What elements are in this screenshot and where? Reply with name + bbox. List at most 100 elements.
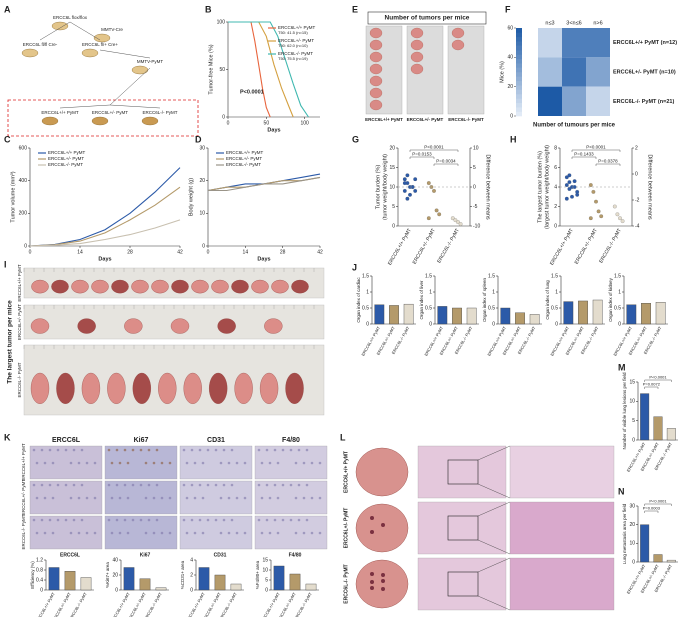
panel-label: J bbox=[352, 262, 357, 272]
point bbox=[620, 219, 625, 224]
point bbox=[402, 181, 407, 186]
x-axis-label: Days bbox=[98, 256, 111, 262]
panel-label: D bbox=[195, 134, 202, 144]
y-axis-label: Tumor burden (%) bbox=[375, 165, 381, 210]
p-value: P<0.0001 bbox=[424, 145, 444, 150]
y-tick-label: 100 bbox=[217, 19, 226, 25]
y-tick-label: -5 bbox=[473, 204, 478, 210]
ihc-image bbox=[29, 480, 103, 515]
point bbox=[567, 173, 572, 178]
ihc-texture bbox=[222, 483, 226, 487]
bar bbox=[640, 524, 650, 563]
photo-panel bbox=[406, 25, 444, 115]
bar bbox=[139, 578, 151, 591]
row-label: ERCC6L+/- PyMT bbox=[21, 479, 26, 515]
mouse-icon bbox=[81, 48, 99, 58]
ihc-texture bbox=[43, 461, 47, 465]
point bbox=[458, 222, 463, 226]
bar bbox=[305, 583, 317, 591]
histology-image bbox=[417, 445, 507, 499]
ihc-texture bbox=[77, 461, 81, 465]
ihc-texture bbox=[147, 448, 151, 452]
x-tick-label: 0 bbox=[29, 249, 32, 255]
caption: ERCC6L+/+ PyMT bbox=[365, 117, 403, 122]
ihc-texture bbox=[110, 496, 114, 500]
x-tick-label: 0 bbox=[207, 249, 210, 255]
bar bbox=[653, 554, 663, 563]
y2-axis-label: Difference between means bbox=[485, 154, 491, 220]
ihc-texture bbox=[268, 496, 272, 500]
y-tick-label: 0 bbox=[473, 184, 476, 190]
series-line bbox=[29, 219, 181, 247]
y-tick-label: 1.5 bbox=[551, 273, 558, 279]
bracket bbox=[595, 163, 621, 166]
bar bbox=[389, 305, 399, 325]
caption: ERCC6L-/- PyMT bbox=[448, 117, 484, 122]
bar bbox=[214, 574, 226, 591]
ihc-texture bbox=[230, 518, 234, 522]
tumor-photo bbox=[369, 39, 383, 51]
ihc-texture bbox=[206, 483, 210, 487]
ihc-texture bbox=[139, 518, 143, 522]
bar bbox=[626, 304, 637, 325]
x-tick-label: 0 bbox=[227, 120, 230, 126]
legend-label: ERCC6L-/- PyMT bbox=[226, 162, 261, 167]
heat-cell bbox=[538, 28, 562, 58]
caption: ERCC6L+/- PyMT bbox=[407, 117, 444, 122]
ihc-texture bbox=[190, 518, 194, 522]
ihc-image bbox=[254, 515, 328, 550]
bar bbox=[515, 312, 525, 325]
ihc-texture bbox=[152, 496, 156, 500]
ihc-texture bbox=[139, 483, 143, 487]
heat-cell bbox=[586, 86, 610, 116]
y-tick-label: 10 bbox=[389, 184, 395, 190]
x-tick-label: 14 bbox=[243, 249, 249, 255]
ihc-texture bbox=[168, 496, 172, 500]
tumor-photo bbox=[369, 51, 383, 63]
ihc-image bbox=[29, 445, 103, 480]
legend-note: T50: 62.0 (n=10) bbox=[278, 43, 308, 48]
x-tick-label: 28 bbox=[280, 249, 286, 255]
ihc-texture bbox=[160, 531, 164, 535]
p-value: P=0.0153 bbox=[412, 152, 432, 157]
colorbar-step bbox=[516, 41, 522, 46]
ihc-texture bbox=[265, 518, 269, 522]
point bbox=[596, 209, 601, 214]
ihc-texture bbox=[276, 496, 280, 500]
ihc-texture bbox=[144, 496, 148, 500]
point bbox=[402, 177, 407, 182]
row-label: ERCC6L+/- PyMT (n=10) bbox=[613, 69, 676, 75]
ihc-texture bbox=[302, 531, 306, 535]
ihc-texture bbox=[273, 518, 277, 522]
ihc-image bbox=[104, 480, 178, 515]
ihc-texture bbox=[48, 483, 52, 487]
y-tick-label: 0 bbox=[202, 243, 205, 249]
x-tick-label: 42 bbox=[317, 249, 323, 255]
y-tick-label: -4 bbox=[635, 223, 640, 229]
tumor-photo bbox=[77, 318, 96, 334]
tumor-photo bbox=[56, 372, 75, 404]
y-tick-label: 0 bbox=[492, 321, 495, 327]
chart-title: CD31 bbox=[214, 552, 227, 558]
y-tick-label: 1 bbox=[366, 289, 369, 295]
bar bbox=[653, 416, 663, 441]
ihc-texture bbox=[206, 518, 210, 522]
y-tick-label: 0 bbox=[555, 321, 558, 327]
y-tick-label: 5 bbox=[473, 165, 476, 171]
y-axis-label: Organ index of spleen bbox=[482, 277, 487, 322]
metastasis-nodule bbox=[381, 523, 385, 527]
ihc-texture bbox=[318, 531, 322, 535]
tumor-photo bbox=[209, 372, 228, 404]
row-label: ERCC6L+/+ PyMT (n=12) bbox=[613, 40, 677, 46]
ihc-image bbox=[254, 445, 328, 480]
point bbox=[567, 180, 572, 185]
ihc-texture bbox=[294, 461, 298, 465]
y-tick-label: 1.5 bbox=[488, 273, 495, 279]
p-value: P<0.0001 bbox=[240, 89, 264, 95]
column-title: ERCC6L bbox=[52, 437, 81, 444]
tumor-photo bbox=[369, 87, 383, 99]
row-label: ERCC6L-/- PyMT bbox=[21, 514, 26, 549]
column-label: n>6 bbox=[593, 20, 602, 26]
row-label: ERCC6L+/- PyMT bbox=[343, 508, 349, 549]
